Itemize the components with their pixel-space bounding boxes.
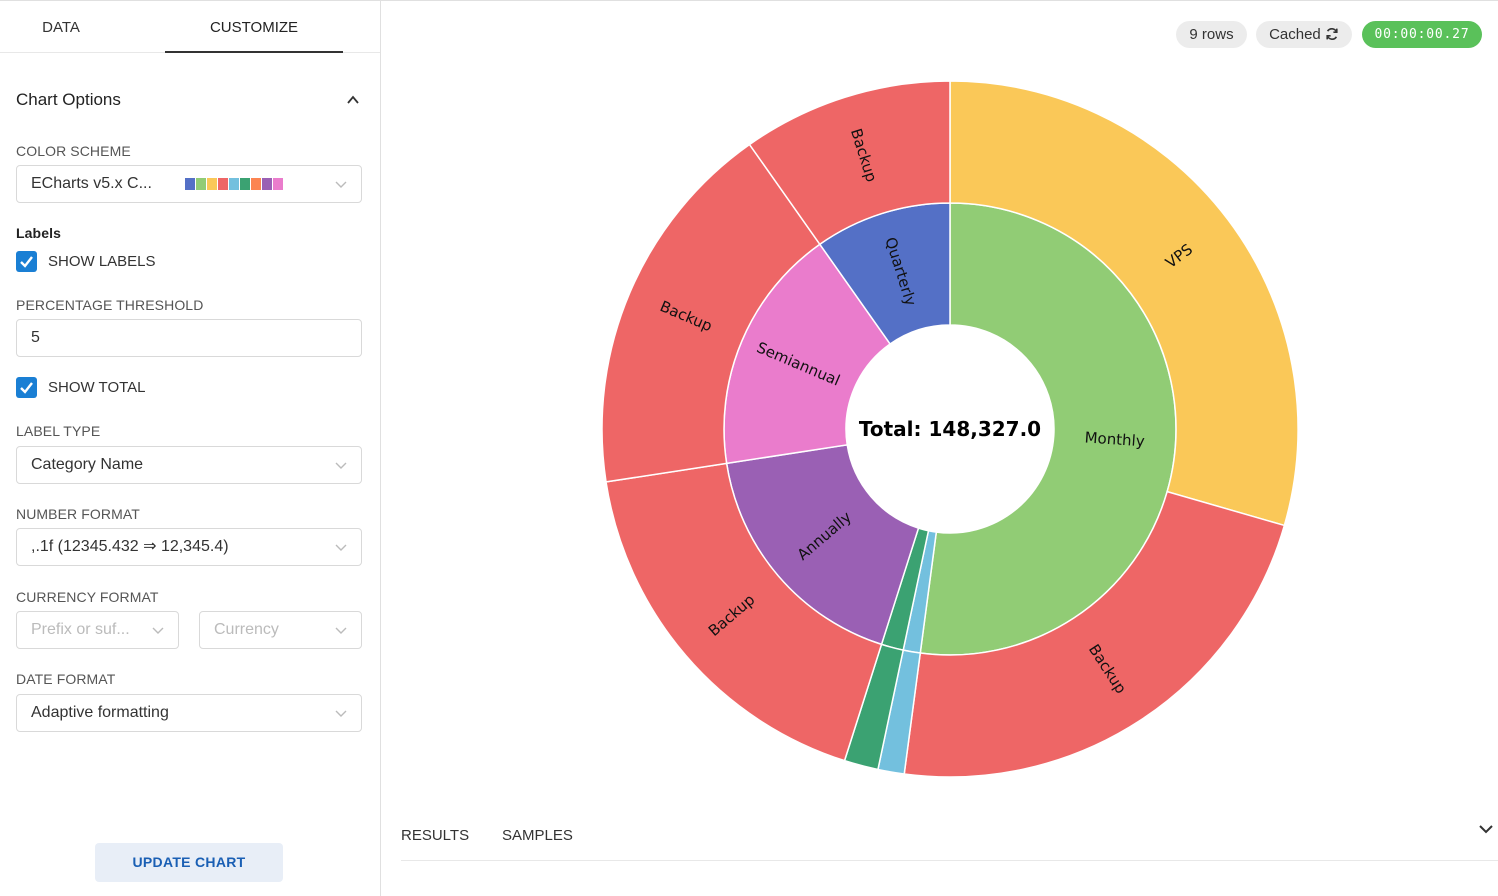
checkbox-checked-icon[interactable]: [16, 376, 37, 398]
section-title: Chart Options: [16, 90, 121, 109]
tab-customize[interactable]: CUSTOMIZE: [165, 1, 343, 53]
query-timer-badge: 00:00:00.27: [1362, 21, 1482, 48]
sunburst-slice[interactable]: [949, 80, 1299, 527]
checkbox-checked-icon[interactable]: [16, 250, 37, 272]
currency-select[interactable]: Currency: [199, 611, 362, 649]
cached-label: Cached: [1269, 26, 1321, 43]
sunburst-slice[interactable]: [748, 80, 951, 246]
slice-label: Monthly: [1084, 428, 1145, 450]
chart-total-label: Total: 148,327.0: [859, 417, 1041, 441]
chevron-down-icon: [335, 462, 347, 469]
color-scheme-value: ECharts v5.x C...: [31, 175, 152, 192]
chevron-down-icon: [335, 181, 347, 188]
currency-placeholder: Currency: [214, 621, 279, 638]
chevron-down-icon: [335, 544, 347, 551]
color-scheme-select[interactable]: ECharts v5.x C...: [16, 165, 362, 203]
chevron-down-icon: [335, 710, 347, 717]
threshold-label: PERCENTAGE THRESHOLD: [16, 297, 204, 313]
labels-section-title: Labels: [16, 225, 61, 241]
color-swatch: [251, 178, 261, 190]
tab-data[interactable]: DATA: [42, 19, 80, 36]
chevron-down-icon[interactable]: [1478, 823, 1494, 835]
color-swatches: [185, 178, 283, 190]
color-swatch: [240, 178, 250, 190]
show-total-label: SHOW TOTAL: [48, 378, 146, 396]
color-swatch: [207, 178, 217, 190]
panel-tabs: DATA CUSTOMIZE: [0, 1, 380, 53]
color-swatch: [262, 178, 272, 190]
label-type-value: Category Name: [31, 456, 144, 473]
tab-results[interactable]: RESULTS: [401, 827, 470, 844]
chevron-down-icon: [335, 627, 347, 634]
date-format-value: Adaptive formatting: [31, 704, 169, 721]
cached-badge[interactable]: Cached: [1256, 21, 1352, 48]
show-labels-label: SHOW LABELS: [48, 252, 156, 270]
threshold-input[interactable]: 5: [16, 319, 362, 357]
color-swatch: [218, 178, 228, 190]
number-format-label: NUMBER FORMAT: [16, 506, 140, 522]
chart-options-panel: DATA CUSTOMIZE Chart Options COLOR SCHEM…: [0, 1, 381, 896]
sunburst-slice[interactable]: [903, 490, 1286, 778]
chevron-up-icon[interactable]: [346, 93, 360, 107]
row-count-badge: 9 rows: [1176, 21, 1247, 48]
show-labels-checkbox[interactable]: SHOW LABELS: [16, 250, 156, 272]
chart-area: 9 rows Cached 00:00:00.27 Monthly Annuall…: [382, 1, 1498, 896]
update-chart-button[interactable]: UPDATE CHART: [95, 843, 283, 882]
number-format-select[interactable]: ,.1f (12345.432 ⇒ 12,345.4): [16, 528, 362, 566]
color-swatch: [185, 178, 195, 190]
outer-ring: [601, 80, 1299, 778]
label-type-select[interactable]: Category Name: [16, 446, 362, 484]
chart-options-header[interactable]: Chart Options: [16, 87, 364, 113]
label-type-label: LABEL TYPE: [16, 423, 101, 439]
tab-samples[interactable]: SAMPLES: [502, 827, 573, 844]
currency-format-label: CURRENCY FORMAT: [16, 589, 159, 605]
color-swatch: [229, 178, 239, 190]
date-format-select[interactable]: Adaptive formatting: [16, 694, 362, 732]
show-total-checkbox[interactable]: SHOW TOTAL: [16, 376, 146, 398]
results-tabs: RESULTS SAMPLES: [401, 813, 1498, 861]
number-format-value: ,.1f (12345.432 ⇒ 12,345.4): [31, 538, 229, 555]
refresh-icon[interactable]: [1325, 27, 1339, 41]
color-swatch: [273, 178, 283, 190]
threshold-value: 5: [31, 329, 40, 346]
color-swatch: [196, 178, 206, 190]
chevron-down-icon: [152, 627, 164, 634]
currency-prefix-placeholder: Prefix or suf...: [31, 621, 130, 638]
color-scheme-label: COLOR SCHEME: [16, 143, 131, 159]
date-format-label: DATE FORMAT: [16, 671, 116, 687]
currency-prefix-select[interactable]: Prefix or suf...: [16, 611, 179, 649]
